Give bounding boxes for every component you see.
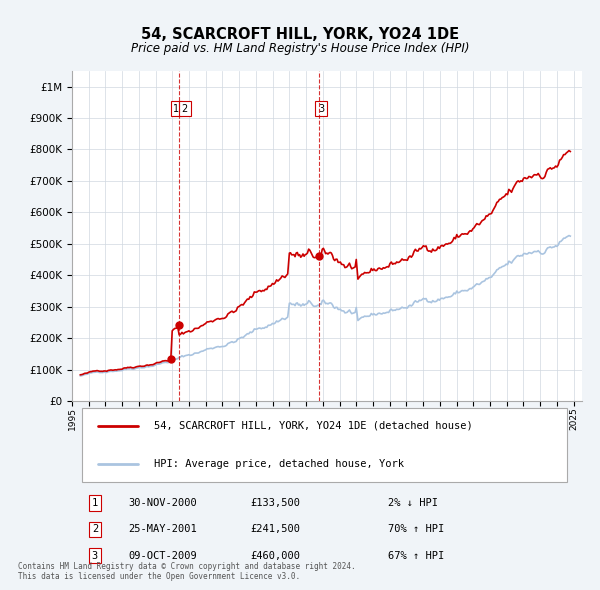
Text: 3: 3	[92, 550, 98, 560]
Text: 2: 2	[182, 104, 188, 113]
Text: 2: 2	[92, 525, 98, 534]
Text: Contains HM Land Registry data © Crown copyright and database right 2024.
This d: Contains HM Land Registry data © Crown c…	[18, 562, 356, 581]
Text: 54, SCARCROFT HILL, YORK, YO24 1DE (detached house): 54, SCARCROFT HILL, YORK, YO24 1DE (deta…	[154, 421, 472, 431]
Text: 30-NOV-2000: 30-NOV-2000	[128, 498, 197, 508]
Text: 09-OCT-2009: 09-OCT-2009	[128, 550, 197, 560]
Text: £133,500: £133,500	[251, 498, 301, 508]
Text: Price paid vs. HM Land Registry's House Price Index (HPI): Price paid vs. HM Land Registry's House …	[131, 42, 469, 55]
Text: £460,000: £460,000	[251, 550, 301, 560]
Text: 67% ↑ HPI: 67% ↑ HPI	[388, 550, 445, 560]
Text: 70% ↑ HPI: 70% ↑ HPI	[388, 525, 445, 534]
Text: 54, SCARCROFT HILL, YORK, YO24 1DE: 54, SCARCROFT HILL, YORK, YO24 1DE	[141, 27, 459, 41]
FancyBboxPatch shape	[82, 408, 567, 482]
Text: 1: 1	[92, 498, 98, 508]
Text: 3: 3	[318, 104, 324, 113]
Text: 2% ↓ HPI: 2% ↓ HPI	[388, 498, 438, 508]
Text: £241,500: £241,500	[251, 525, 301, 534]
Text: 25-MAY-2001: 25-MAY-2001	[128, 525, 197, 534]
Text: HPI: Average price, detached house, York: HPI: Average price, detached house, York	[154, 460, 404, 470]
Text: 1: 1	[173, 104, 179, 113]
